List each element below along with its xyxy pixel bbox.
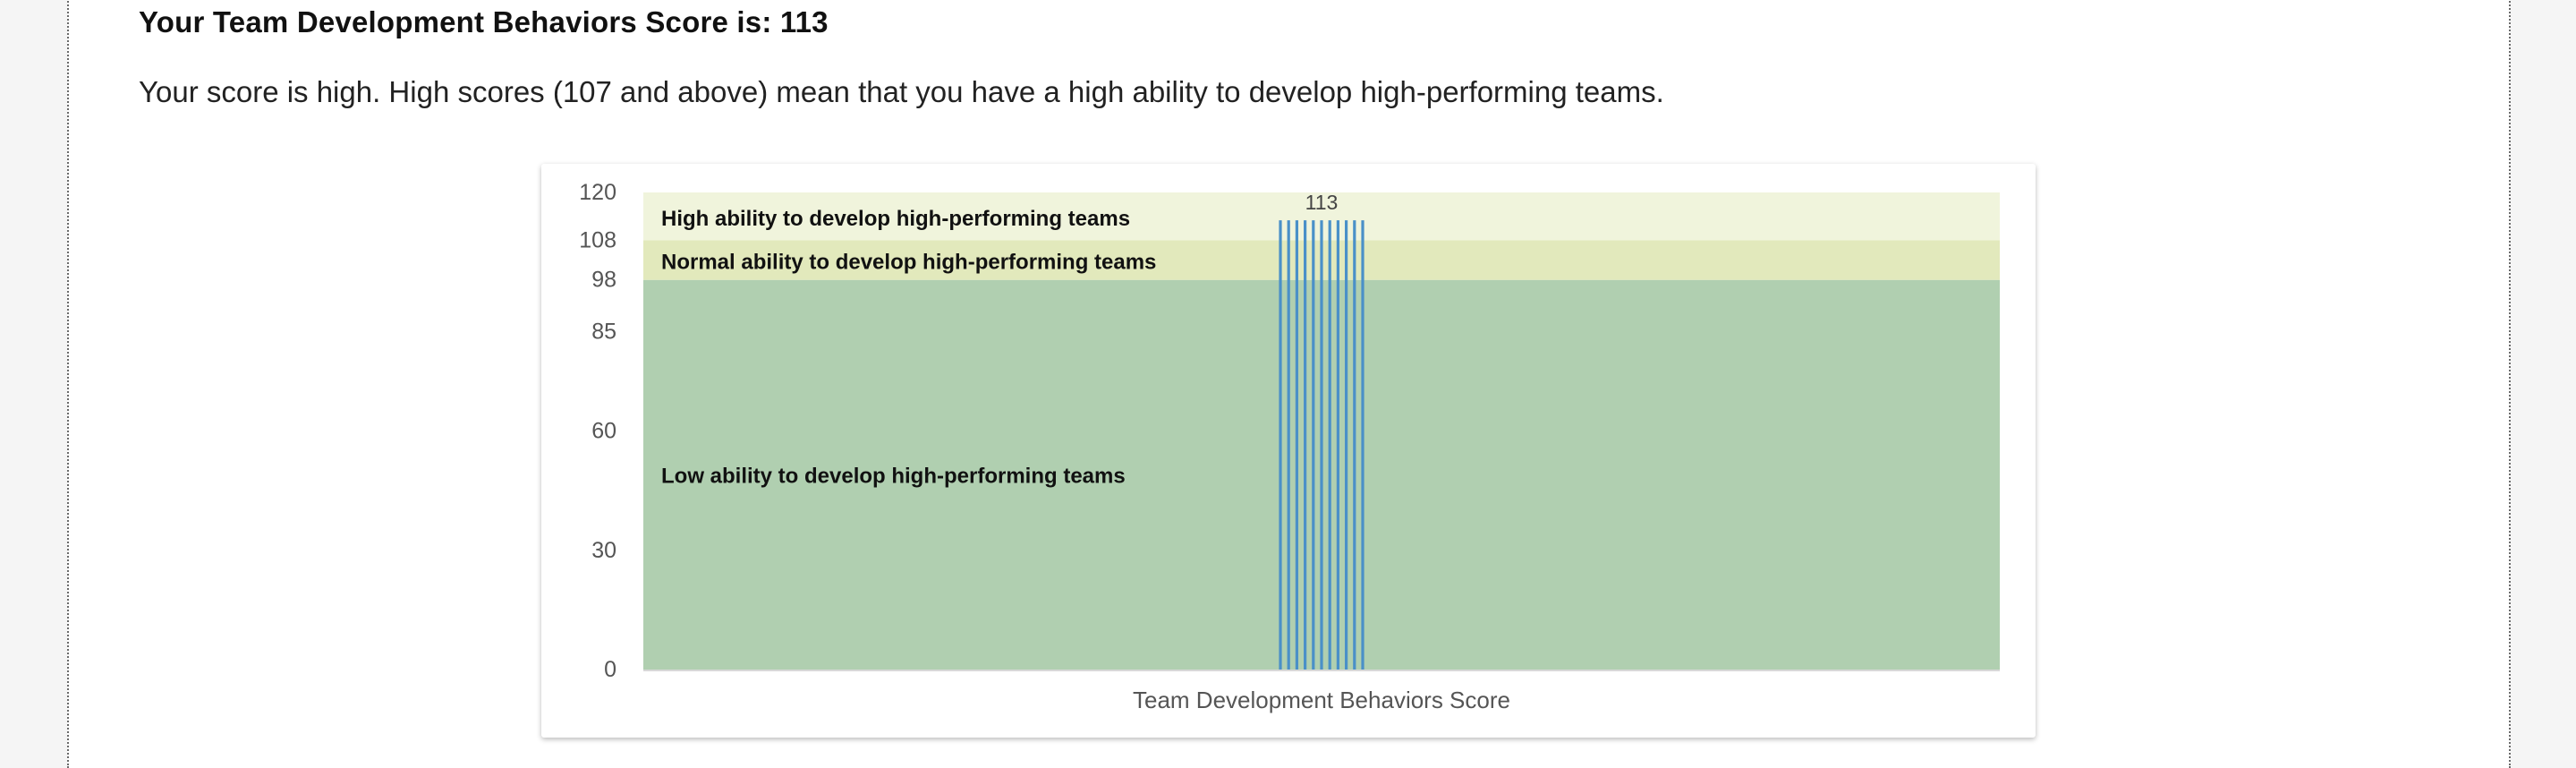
y-tick-label: 120: [579, 180, 616, 205]
y-tick-label: 85: [591, 319, 616, 344]
y-tick-label: 0: [604, 657, 616, 682]
score-heading: Your Team Development Behaviors Score is…: [139, 5, 829, 38]
bars-layer: [1279, 220, 1365, 670]
bar-value-label: 113: [1305, 191, 1339, 214]
y-tick-label: 60: [591, 419, 616, 444]
band-label-2: High ability to develop high-performing …: [661, 207, 1130, 231]
score-chart-card: High ability to develop high-performing …: [541, 164, 2036, 738]
y-tick-label: 98: [591, 268, 616, 293]
y-axis-ticks: 0 30 60 85 98 108 120: [579, 180, 616, 682]
score-description: Your score is high. High scores (107 and…: [139, 75, 1664, 108]
band-label-0: Low ability to develop high-performing t…: [661, 465, 1126, 489]
score-chart: High ability to develop high-performing …: [579, 180, 2000, 713]
band-label-1: Normal ability to develop high-performin…: [661, 250, 1156, 274]
y-tick-label: 108: [579, 227, 616, 252]
x-axis-label: Team Development Behaviors Score: [1133, 687, 1510, 713]
y-tick-label: 30: [591, 538, 616, 563]
band-labels-layer: High ability to develop high-performing …: [661, 207, 1156, 489]
